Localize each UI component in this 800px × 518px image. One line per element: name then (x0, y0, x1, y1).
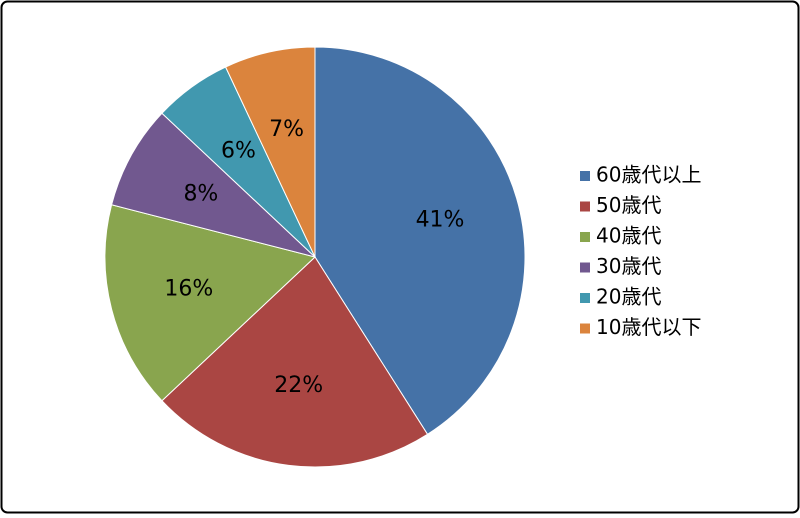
data-label: 6% (221, 139, 256, 164)
legend-label: 20歳代 (596, 285, 661, 309)
legend-label: 10歳代以下 (596, 315, 701, 339)
pie-slice (110, 112, 316, 258)
legend: 60歳代以上 50歳代 40歳代 30歳代 20歳代 10歳代以下 (580, 163, 701, 339)
legend-label: 60歳代以上 (596, 163, 701, 187)
data-label: 22% (274, 373, 323, 398)
pie-slice (224, 46, 316, 258)
data-label: 16% (164, 276, 213, 301)
legend-swatch (580, 201, 590, 212)
legend-label: 50歳代 (596, 193, 661, 217)
legend-swatch (580, 293, 590, 303)
data-label: 8% (183, 181, 218, 206)
legend-label: 30歳代 (596, 254, 661, 278)
pie-slice (314, 46, 526, 435)
data-label: 7% (269, 117, 304, 142)
legend-swatch (580, 171, 590, 181)
pie: 41% 22% 16% 8%6% 7% (104, 46, 526, 468)
pie-slice (161, 256, 429, 468)
legend-swatch (580, 323, 590, 334)
pie-slice (104, 204, 317, 402)
legend-swatch (580, 232, 590, 242)
legend-label: 40歳代 (596, 224, 661, 248)
data-label: 41% (416, 208, 465, 233)
legend-swatch (580, 262, 590, 273)
